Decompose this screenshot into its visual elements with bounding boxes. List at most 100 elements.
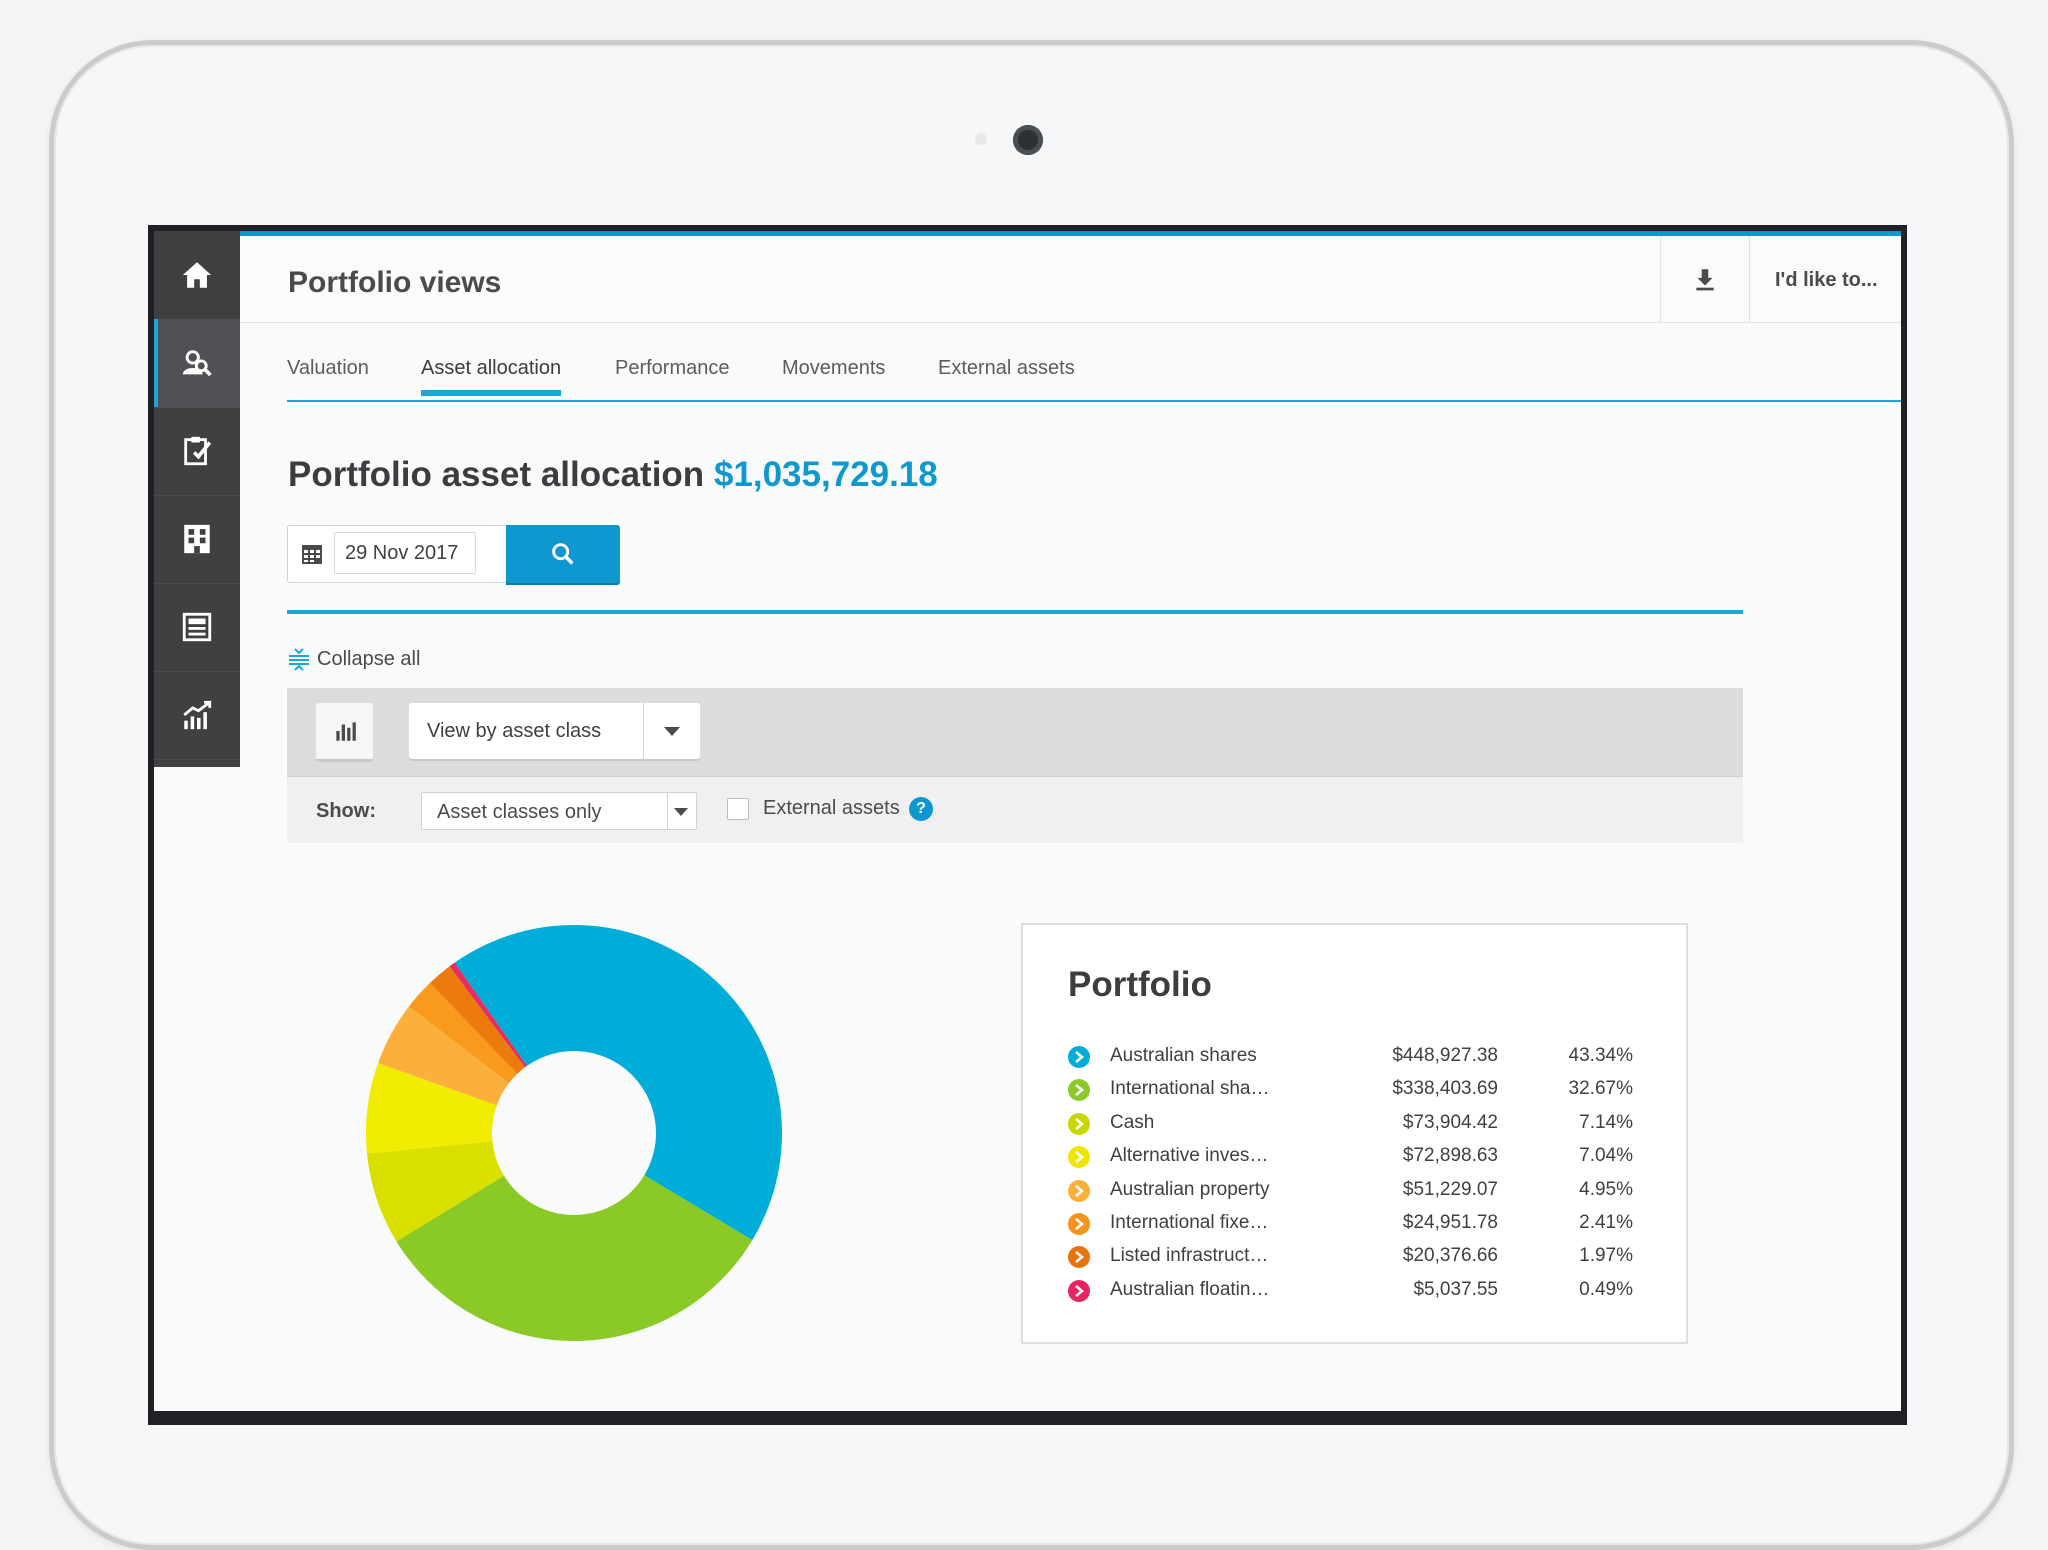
download-icon — [1696, 269, 1714, 291]
show-select[interactable]: Asset classes only — [421, 792, 697, 830]
allocation-title: Portfolio asset allocation — [288, 455, 705, 494]
sidebar-item-home[interactable] — [154, 231, 240, 320]
legend-name: Australian property — [1110, 1178, 1270, 1200]
legend-row[interactable]: International sha… $338,403.69 32.67% — [1068, 1073, 1648, 1106]
chevron-right-icon — [1068, 1212, 1090, 1235]
chart-toolbar: View by asset class — [287, 688, 1743, 777]
chevron-right-icon — [1068, 1246, 1090, 1269]
page-title: Portfolio views — [288, 266, 502, 299]
collapse-all-label: Collapse all — [317, 647, 421, 670]
legend-name: Cash — [1110, 1111, 1155, 1133]
tab-valuation[interactable]: Valuation — [287, 357, 369, 379]
legend-value: $5,037.55 — [1413, 1278, 1498, 1300]
legend-name: Alternative inves… — [1110, 1145, 1269, 1167]
tab-movements[interactable]: Movements — [782, 357, 886, 379]
sidebar-item-reports[interactable] — [154, 583, 240, 672]
legend-value: $20,376.66 — [1402, 1245, 1498, 1267]
clipboard-check-icon — [184, 436, 212, 466]
legend-value: $73,904.42 — [1402, 1111, 1498, 1133]
external-assets-label[interactable]: External assets — [763, 797, 900, 819]
collapse-icon — [289, 648, 309, 671]
sidebar-item-tasks[interactable] — [154, 407, 240, 496]
caret-down-icon — [664, 727, 680, 736]
legend-name: International fixe… — [1110, 1211, 1269, 1233]
id-like-to-menu[interactable]: I'd like to... — [1775, 269, 1878, 291]
legend-pct: 7.04% — [1579, 1145, 1633, 1167]
view-by-select-value: View by asset class — [427, 720, 602, 742]
allocation-donut-chart — [366, 925, 782, 1341]
legend-row[interactable]: Australian shares $448,927.38 43.34% — [1068, 1040, 1648, 1073]
donut-slice-6[interactable] — [408, 983, 518, 1084]
legend-row[interactable]: Australian floatin… $5,037.55 0.49% — [1068, 1274, 1648, 1307]
donut-slice-7[interactable] — [429, 966, 525, 1074]
caret-down-icon — [674, 808, 688, 816]
legend-name: Listed infrastruct… — [1110, 1245, 1269, 1267]
legend-pct: 4.95% — [1579, 1178, 1633, 1200]
camera-sensor — [975, 133, 987, 145]
user-search-icon — [182, 350, 212, 377]
donut-slice-4[interactable] — [366, 1063, 497, 1154]
legend-row[interactable]: Australian property $51,229.07 4.95% — [1068, 1174, 1648, 1207]
chevron-right-icon — [1068, 1079, 1090, 1102]
sidebar-item-portfolio-search[interactable] — [154, 319, 240, 408]
legend-list: Australian shares $448,927.38 43.34% Int… — [1068, 1040, 1648, 1307]
portfolio-legend: Portfolio Australian shares $448,927.38 … — [1021, 923, 1688, 1344]
donut-slice-3[interactable] — [367, 1141, 505, 1242]
external-assets-checkbox[interactable] — [727, 798, 749, 820]
view-by-select[interactable]: View by asset class — [409, 703, 700, 759]
sidebar-item-organisations[interactable] — [154, 495, 240, 584]
legend-value: $51,229.07 — [1402, 1178, 1498, 1200]
bar-chart-icon — [335, 722, 356, 741]
tab-performance[interactable]: Performance — [615, 357, 730, 379]
home-icon — [182, 262, 212, 288]
donut-slice-5[interactable] — [378, 1006, 509, 1106]
legend-value: $24,951.78 — [1402, 1211, 1498, 1233]
section-divider — [287, 610, 1743, 614]
collapse-all-button[interactable]: Collapse all — [287, 647, 420, 671]
portfolio-tabs: Valuation Asset allocation Performance M… — [287, 349, 1901, 402]
show-label: Show: — [316, 800, 376, 822]
legend-name: Australian shares — [1110, 1045, 1257, 1066]
legend-row[interactable]: Listed infrastruct… $20,376.66 1.97% — [1068, 1240, 1648, 1273]
legend-pct: 32.67% — [1568, 1078, 1633, 1100]
chart-type-button[interactable] — [316, 703, 373, 762]
chevron-right-icon — [1068, 1179, 1090, 1202]
legend-name: Australian floatin… — [1110, 1278, 1270, 1300]
legend-row[interactable]: International fixe… $24,951.78 2.41% — [1068, 1207, 1648, 1240]
app-screen: Portfolio views I'd like to... Valuation… — [154, 231, 1901, 1411]
donut-slice-2[interactable] — [396, 1175, 753, 1341]
chevron-right-icon — [1068, 1279, 1090, 1302]
legend-pct: 2.41% — [1579, 1211, 1633, 1233]
chevron-right-icon — [1068, 1046, 1090, 1068]
search-icon — [552, 543, 574, 565]
tab-asset-allocation[interactable]: Asset allocation — [421, 357, 562, 396]
legend-pct: 43.34% — [1568, 1045, 1633, 1066]
tab-external-assets[interactable]: External assets — [938, 357, 1075, 379]
date-input[interactable] — [334, 532, 476, 574]
help-icon[interactable]: ? — [909, 797, 933, 821]
date-picker — [287, 525, 507, 583]
legend-value: $338,403.69 — [1392, 1078, 1498, 1100]
show-filter-bar: Show: Asset classes only External assets… — [287, 777, 1743, 843]
legend-value: $72,898.63 — [1402, 1145, 1498, 1167]
select-divider — [667, 793, 668, 829]
allocation-total: $1,035,729.18 — [713, 455, 938, 494]
show-select-value: Asset classes only — [437, 801, 602, 823]
newspaper-icon — [182, 612, 212, 642]
top-accent-line — [240, 231, 1901, 236]
sidebar — [154, 231, 240, 767]
legend-row[interactable]: Cash $73,904.42 7.14% — [1068, 1107, 1648, 1140]
calendar-icon[interactable] — [300, 542, 324, 566]
legend-row[interactable]: Alternative inves… $72,898.63 7.04% — [1068, 1140, 1648, 1173]
chevron-right-icon — [1068, 1112, 1090, 1135]
chart-trend-icon — [183, 700, 212, 730]
select-divider — [643, 703, 644, 759]
download-button[interactable] — [1660, 236, 1750, 322]
donut-slice-1[interactable] — [454, 925, 782, 1241]
legend-pct: 0.49% — [1579, 1278, 1633, 1300]
sidebar-item-performance[interactable] — [154, 671, 240, 760]
building-icon — [184, 524, 210, 554]
search-button[interactable] — [506, 525, 620, 583]
donut-slice-8[interactable] — [449, 962, 527, 1068]
chevron-right-icon — [1068, 1146, 1090, 1169]
